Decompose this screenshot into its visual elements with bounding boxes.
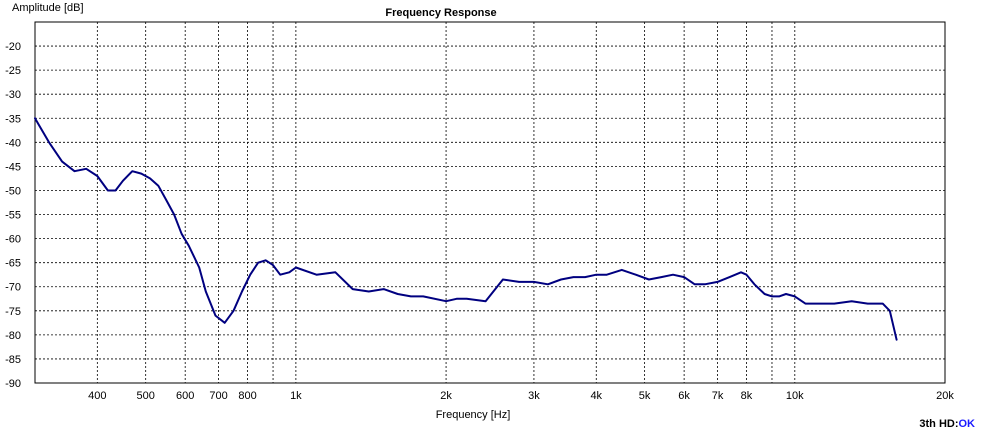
x-tick-label: 4k [590,390,602,402]
status-readout: 3th HD:OK [919,418,975,430]
x-tick-label: 3k [528,390,540,402]
y-tick-label: -40 [5,137,21,149]
plot-frame [34,21,946,384]
series-line [34,117,898,341]
x-axis-label: Frequency [Hz] [436,409,511,421]
y-tick-label: -80 [5,330,21,342]
y-tick-label: -20 [5,41,21,53]
y-tick-label: -35 [5,113,21,125]
x-tick-label: 8k [741,390,753,402]
y-tick-label: -60 [5,234,21,246]
x-tick-label: 2k [440,390,452,402]
status-label: 3th HD: [919,418,959,430]
y-axis-label: Amplitude [dB] [12,2,84,14]
x-tick-label: 400 [88,390,106,402]
x-tick-label: 500 [137,390,155,402]
y-tick-label: -65 [5,258,21,270]
x-tick-label: 600 [176,390,194,402]
x-tick-label: 5k [639,390,651,402]
x-tick-label: 700 [209,390,227,402]
y-tick-label: -70 [5,282,21,294]
y-tick-label: -25 [5,65,21,77]
status-value: OK [958,418,976,430]
x-tick-label: 800 [238,390,256,402]
x-tick-label: 20k [936,390,954,402]
y-tick-label: -50 [5,185,21,197]
x-tick-label: 1k [290,390,302,402]
y-tick-label: -30 [5,89,21,101]
x-tick-label: 10k [786,390,804,402]
grid [35,22,946,383]
x-tick-label: 6k [678,390,690,402]
y-tick-label: -75 [5,306,21,318]
y-tick-label: -90 [5,378,21,390]
tick-labels: -20 -25 -30 -35 -40 -45 -50 -55 -60 -65 -70 -75 -80 -… [5,41,954,402]
chart-title: Frequency Response [385,7,496,19]
y-tick-label: -85 [5,354,21,366]
x-tick-label: 7k [712,390,724,402]
y-tick-label: -45 [5,161,21,173]
y-tick-label: -55 [5,210,21,222]
